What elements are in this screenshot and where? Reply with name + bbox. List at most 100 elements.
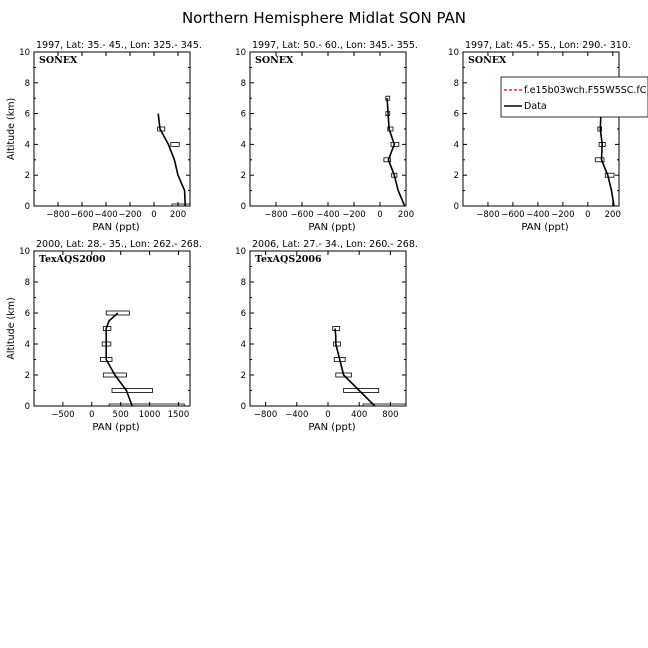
x-tick-label: −400	[526, 210, 549, 220]
plot-frame	[249, 51, 407, 207]
range-box	[111, 388, 153, 393]
plot-frame	[462, 51, 620, 207]
x-axis-label: PAN (ppt)	[521, 222, 568, 233]
y-tick-label: 6	[25, 110, 30, 120]
y-tick-label: 2	[454, 171, 459, 181]
y-tick-label: 10	[235, 247, 246, 257]
y-tick-label: 10	[235, 48, 246, 58]
x-tick-label: −800	[46, 210, 69, 220]
plot-frame	[33, 250, 191, 407]
range-box	[171, 203, 190, 206]
y-tick-label: 6	[241, 110, 246, 120]
x-tick-label: −200	[342, 210, 365, 220]
x-tick-label: −400	[285, 410, 308, 420]
range-box	[362, 403, 406, 406]
series-line	[157, 113, 186, 206]
campaign-label: SONEX	[39, 55, 78, 66]
chart-panel: 1997, Lat: 45.- 55., Lon: 290.- 310. SONE…	[448, 40, 648, 233]
y-tick-label: 4	[241, 140, 246, 150]
y-tick-label: 4	[241, 340, 246, 350]
y-tick-label: 10	[448, 48, 459, 58]
x-tick-label: 200	[605, 210, 621, 220]
chart-panel: 2006, Lat: 27.- 34., Lon: 260.- 268. TexA…	[235, 239, 418, 433]
campaign-label: SONEX	[468, 55, 507, 66]
x-tick-label: 200	[170, 210, 186, 220]
figure-title: Northern Hemisphere Midlat SON PAN	[182, 9, 466, 27]
x-tick-label: 0	[377, 210, 382, 220]
x-tick-label: 500	[113, 410, 129, 420]
y-tick-label: 6	[454, 110, 459, 120]
chart-panel: 2000, Lat: 28.- 35., Lon: 262.- 268. TexA…	[6, 239, 202, 433]
campaign-label: TexAQS2000	[39, 254, 106, 265]
x-tick-label: −800	[476, 210, 499, 220]
x-tick-label: 0	[151, 210, 156, 220]
legend-label: f.e15b03wch.F55W5SC.fC	[524, 85, 647, 96]
x-tick-label: −800	[254, 410, 277, 420]
legend-box	[500, 76, 648, 118]
y-tick-label: 0	[241, 202, 246, 212]
x-tick-label: −600	[70, 210, 93, 220]
x-axis-label: PAN (ppt)	[308, 222, 355, 233]
y-tick-label: 8	[25, 79, 30, 89]
x-tick-label: −200	[118, 210, 141, 220]
campaign-label: TexAQS2006	[255, 254, 322, 265]
x-tick-label: 1000	[139, 410, 161, 420]
panel-title: 1997, Lat: 45.- 55., Lon: 290.- 310.	[465, 40, 631, 51]
y-tick-label: 0	[25, 202, 30, 212]
x-tick-label: −600	[501, 210, 524, 220]
x-tick-label: 0	[325, 410, 330, 420]
plot-data	[332, 326, 406, 406]
x-tick-label: −500	[51, 410, 74, 420]
y-tick-label: 8	[241, 278, 246, 288]
panel-title: 2000, Lat: 28.- 35., Lon: 262.- 268.	[36, 239, 202, 250]
series-line	[334, 328, 376, 406]
x-axis-label: PAN (ppt)	[308, 422, 355, 433]
x-tick-label: 400	[351, 410, 367, 420]
y-tick-label: 6	[25, 309, 30, 319]
y-tick-label: 2	[25, 171, 30, 181]
series-line	[386, 98, 406, 206]
range-box	[604, 172, 615, 178]
range-box	[108, 403, 185, 406]
y-tick-label: 0	[241, 402, 246, 412]
y-tick-label: 4	[25, 140, 30, 150]
range-box	[102, 372, 127, 378]
x-axis-label: PAN (ppt)	[92, 222, 139, 233]
x-tick-label: 200	[398, 210, 414, 220]
panel-title: 1997, Lat: 50.- 60., Lon: 345.- 355.	[252, 40, 418, 51]
range-box	[390, 141, 400, 147]
y-tick-label: 10	[19, 48, 30, 58]
campaign-label: SONEX	[255, 55, 294, 66]
x-tick-label: 800	[382, 410, 398, 420]
y-tick-label: 0	[454, 202, 459, 212]
series-line	[105, 312, 133, 406]
legend-label: Data	[524, 101, 547, 112]
y-tick-label: 6	[241, 309, 246, 319]
y-tick-label: 10	[19, 247, 30, 257]
y-axis-label: Altitude (km)	[6, 297, 17, 359]
y-tick-label: 0	[25, 402, 30, 412]
y-tick-label: 2	[241, 171, 246, 181]
x-axis-label: PAN (ppt)	[92, 422, 139, 433]
range-box	[383, 157, 391, 163]
chart-panel: 1997, Lat: 50.- 60., Lon: 345.- 355. SONE…	[235, 40, 418, 233]
plot-frame	[249, 250, 407, 407]
x-tick-label: −400	[316, 210, 339, 220]
x-tick-label: −200	[551, 210, 574, 220]
panel-title: 1997, Lat: 35.- 45., Lon: 325.- 345.	[36, 40, 202, 51]
y-tick-label: 4	[454, 140, 459, 150]
x-tick-label: 0	[585, 210, 590, 220]
x-tick-label: −800	[264, 210, 287, 220]
plot-data	[100, 310, 185, 406]
range-box	[332, 326, 341, 331]
x-tick-label: 0	[89, 410, 94, 420]
plot-data	[383, 95, 406, 206]
x-tick-label: 1500	[168, 410, 190, 420]
y-axis-label: Altitude (km)	[6, 98, 17, 160]
plot-frame	[33, 51, 191, 207]
x-tick-label: −400	[94, 210, 117, 220]
y-tick-label: 2	[241, 371, 246, 381]
plot-data	[157, 113, 190, 206]
range-box	[594, 157, 605, 163]
